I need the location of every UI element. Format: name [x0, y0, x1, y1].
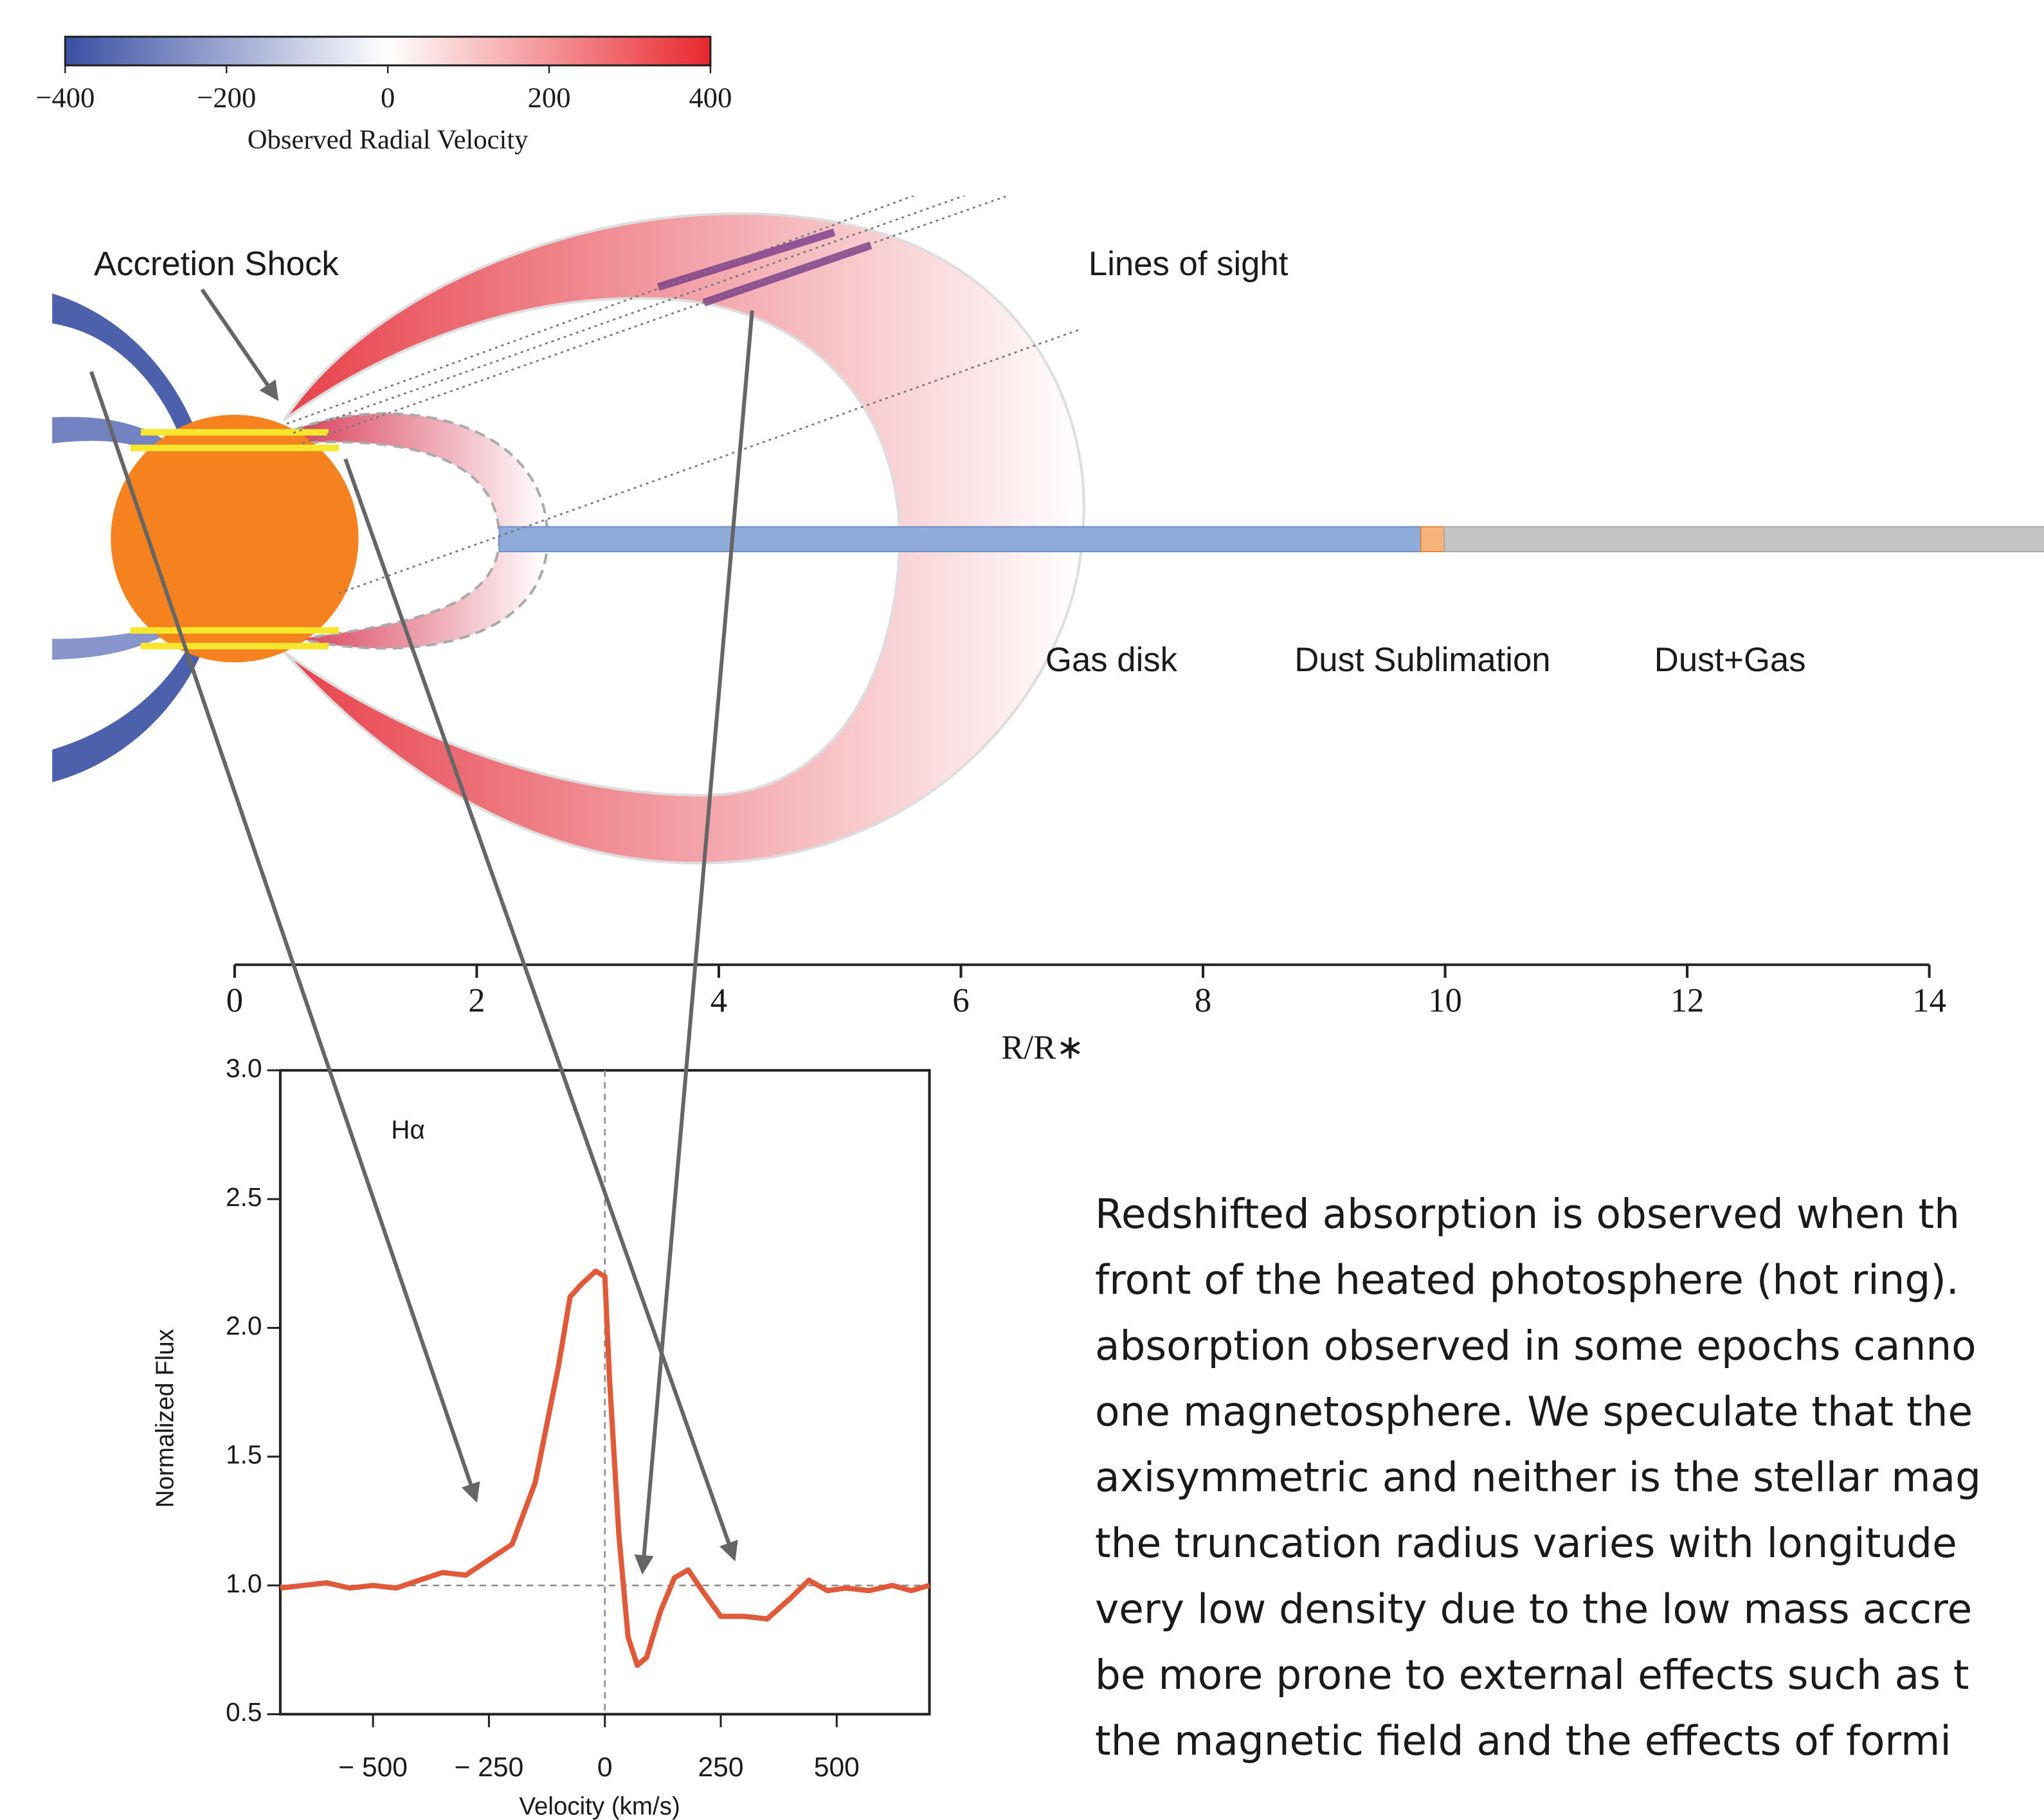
tick-label: −200 [197, 82, 256, 114]
colorbar [64, 35, 712, 67]
tick-label: 2.0 [226, 1311, 262, 1340]
dust-sublimation-zone [1420, 526, 1445, 552]
caption-line: front of the heated photosphere (hot rin… [1095, 1257, 1959, 1304]
tick-label: 1.5 [226, 1440, 262, 1470]
caption-line: very low density due to the low mass acc… [1095, 1586, 1972, 1633]
tick-label: 4 [710, 982, 727, 1020]
tick-label: 3.0 [226, 1054, 262, 1083]
hot-ring [130, 627, 339, 634]
caption-line: the truncation radius varies with longit… [1095, 1520, 1957, 1567]
tick-label: 14 [1912, 982, 1946, 1020]
tick-label: − 250 [455, 1752, 524, 1783]
absorbing-stripe [657, 228, 836, 291]
arrow [200, 288, 279, 401]
tick-label: 0 [381, 82, 395, 114]
caption: Redshifted absorption is observed when t… [1095, 1191, 1981, 1764]
caption-line: be more prone to external effects such a… [1095, 1652, 1969, 1698]
diagram-label: Dust+Gas [1654, 641, 1806, 679]
tick-label: 200 [528, 82, 571, 114]
caption-line: the magnetic field and the effects of fo… [1095, 1717, 1951, 1764]
dust-gas-disk [1443, 526, 2044, 552]
star [111, 415, 359, 663]
lines-of-sight [286, 195, 1083, 595]
tick-label: −400 [35, 82, 95, 114]
arrow [634, 310, 754, 1575]
line-of-sight [293, 195, 967, 434]
axis-label: Normalized Flux [152, 1329, 179, 1508]
tick-label: 2.5 [226, 1182, 262, 1212]
tick-label: 1.0 [226, 1569, 262, 1598]
blue-funnel [52, 417, 170, 454]
line-of-sight [338, 328, 1083, 595]
spectrum-line [280, 1268, 930, 1668]
small-loop [292, 412, 549, 650]
hot-ring [130, 444, 339, 451]
tick-label: 0 [226, 982, 243, 1020]
tick-label: 500 [814, 1752, 860, 1783]
caption-line: axisymmetric and neither is the stellar … [1095, 1454, 1981, 1501]
hot-ring [140, 429, 329, 436]
blue-funnel [52, 293, 196, 437]
axis-label: Velocity (km/s) [519, 1793, 680, 1820]
tick-label: 12 [1670, 982, 1705, 1020]
colorbar-label: Observed Radial Velocity [248, 125, 529, 155]
hot-ring [140, 642, 329, 650]
tick-label: 0.5 [226, 1697, 262, 1727]
caption-line: absorption observed in some epochs canno [1095, 1322, 1976, 1369]
caption-line: one magnetosphere. We speculate that the [1095, 1388, 1973, 1435]
arrows [89, 310, 754, 1575]
arrow [89, 371, 480, 1503]
tick-label: 10 [1428, 982, 1462, 1020]
gas-disk [498, 526, 1422, 552]
magnetosphere-diagram [52, 195, 2044, 865]
diagram-label: Gas disk [1045, 641, 1178, 679]
tick-label: 8 [1195, 982, 1211, 1020]
tick-label: 250 [698, 1752, 744, 1783]
blue-funnel [52, 645, 203, 782]
diagram-label: Lines of sight [1089, 245, 1289, 283]
absorbing-stripe [702, 241, 873, 307]
caption-line: Redshifted absorption is observed when t… [1095, 1191, 1960, 1238]
tick-label: 0 [597, 1752, 613, 1783]
tick-label: 6 [952, 982, 969, 1020]
diagram-label: Accretion Shock [94, 245, 339, 283]
big-loop [283, 212, 1085, 865]
tick-label: 2 [468, 982, 485, 1020]
diagram-label: Dust Sublimation [1294, 641, 1550, 679]
arrow [343, 458, 738, 1562]
tick-label: − 500 [338, 1752, 408, 1783]
axis-label: R/R∗ [1001, 1029, 1084, 1067]
annotation: Hα [391, 1115, 425, 1144]
line-of-sight [302, 195, 1011, 444]
tick-label: 400 [689, 82, 732, 114]
